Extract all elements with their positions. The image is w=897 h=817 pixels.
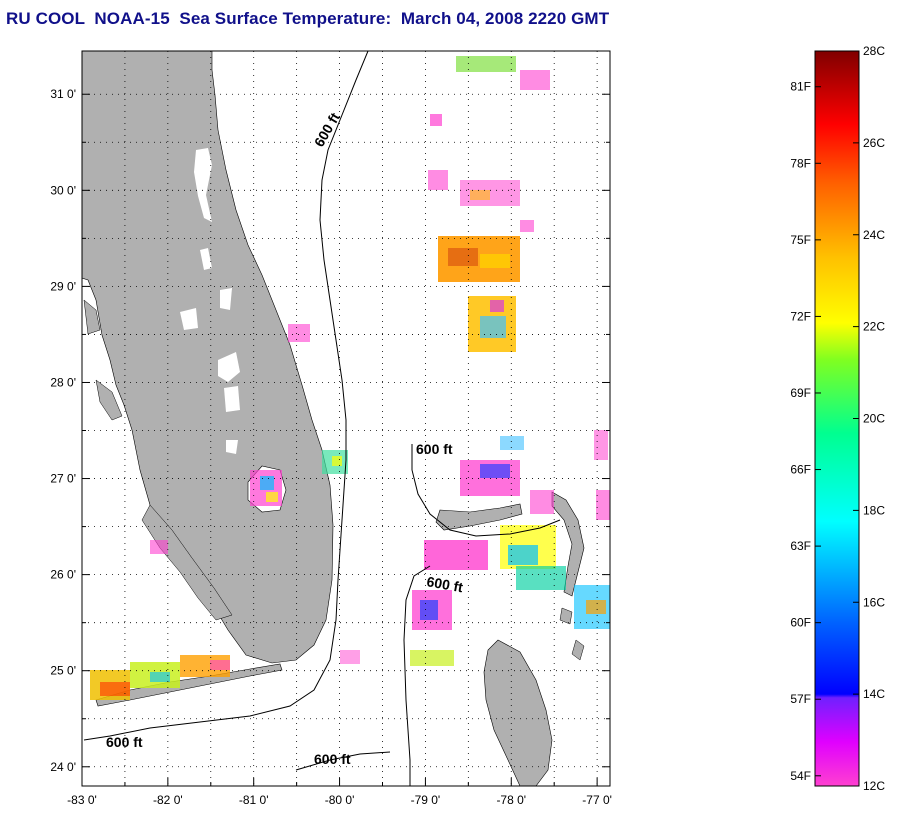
colorbar-celsius-label: 20C	[863, 412, 885, 426]
colorbar-fahrenheit-label: 78F	[790, 156, 811, 170]
lat-tick-label: 29 0'	[50, 279, 76, 293]
colorbar-fahrenheit-label: 57F	[790, 692, 811, 706]
bahamas-cays	[559, 607, 585, 661]
lon-tick-label: -80 0'	[325, 793, 355, 807]
sst-patch-bahamas	[410, 460, 610, 666]
colorbar-celsius-label: 24C	[863, 228, 885, 242]
lon-tick-label: -77 0'	[582, 793, 612, 807]
colorbar-fahrenheit-label: 66F	[790, 463, 811, 477]
map-frame	[81, 50, 611, 787]
colorbar-celsius-label: 18C	[863, 503, 885, 517]
map-plot: 600 ft 600 ft 600 ft 600 ft 600 ft 31 0'…	[50, 50, 612, 807]
sst-patch-north-offshore	[438, 236, 520, 352]
isobath-great-bahama-bank	[403, 565, 431, 786]
colorbar-gradient	[814, 50, 860, 787]
colorbar-fahrenheit-label: 54F	[790, 769, 811, 783]
sst-patch-florida-keys	[90, 655, 230, 700]
colorbar-celsius-label: 26C	[863, 136, 885, 150]
colorbar-celsius-label: 28C	[863, 44, 885, 58]
southwest-coast-islands	[83, 299, 233, 621]
sst-patch-lake	[250, 470, 282, 506]
sst-patch-scattered	[150, 56, 608, 664]
contour-label-south: 600 ft	[314, 751, 351, 767]
sst-data-patches	[90, 56, 610, 700]
lat-tick-label: 30 0'	[50, 183, 76, 197]
latitude-axis: 31 0' 30 0' 29 0' 28 0' 27 0' 26 0' 25 0' 24 0'	[50, 87, 610, 774]
lat-tick-label: 31 0'	[50, 87, 76, 101]
isobath-south	[295, 751, 391, 771]
colorbar-fahrenheit-label: 69F	[790, 386, 811, 400]
lon-tick-label: -78 0'	[496, 793, 526, 807]
abaco-island	[551, 491, 585, 597]
colorbar-fahrenheit-label: 81F	[790, 80, 811, 94]
colorbar-fahrenheit-label: 72F	[790, 309, 811, 323]
colorbar-celsius-label: 12C	[863, 779, 885, 793]
colorbar-fahrenheit-labels: 81F 78F 75F 72F 69F 66F 63F 60F 57F 54F	[790, 80, 821, 783]
graticule-grid	[82, 51, 610, 786]
colorbar-fahrenheit-label: 75F	[790, 233, 811, 247]
interior-lakes	[180, 148, 240, 454]
sst-colorbar: 28C 26C 24C 22C 20C 18C 16C 14C 12C 81F 78F 75F 72F…	[790, 44, 885, 793]
map-title: RU COOL NOAA-15 Sea Surface Temperature:…	[6, 9, 610, 28]
andros-island	[483, 639, 553, 786]
grand-bahama-island	[435, 503, 523, 531]
colorbar-celsius-labels: 28C 26C 24C 22C 20C 18C 16C 14C 12C	[853, 44, 885, 793]
isobath-contours	[83, 51, 561, 786]
lat-tick-label: 27 0'	[50, 472, 76, 486]
contour-label-keys: 600 ft	[106, 734, 143, 750]
colorbar-fahrenheit-label: 60F	[790, 616, 811, 630]
lat-tick-label: 25 0'	[50, 664, 76, 678]
longitude-axis: -83 0' -82 0' -81 0' -80 0' -79 0' -78 0' -77 …	[67, 778, 612, 807]
contour-label-great-bahama: 600 ft	[425, 573, 464, 595]
contour-label-bahama-bank: 600 ft	[416, 441, 453, 457]
lat-tick-label: 28 0'	[50, 375, 76, 389]
colorbar-fahrenheit-label: 63F	[790, 539, 811, 553]
colorbar-celsius-label: 14C	[863, 687, 885, 701]
lon-tick-label: -83 0'	[67, 793, 97, 807]
lat-tick-label: 24 0'	[50, 760, 76, 774]
isobath-east-florida	[83, 51, 369, 741]
lon-tick-label: -79 0'	[411, 793, 441, 807]
lat-tick-label: 26 0'	[50, 568, 76, 582]
isobath-little-bahama-bank	[411, 444, 561, 537]
lon-tick-label: -82 0'	[153, 793, 183, 807]
colorbar-celsius-label: 22C	[863, 320, 885, 334]
lon-tick-label: -81 0'	[239, 793, 269, 807]
colorbar-celsius-label: 16C	[863, 595, 885, 609]
